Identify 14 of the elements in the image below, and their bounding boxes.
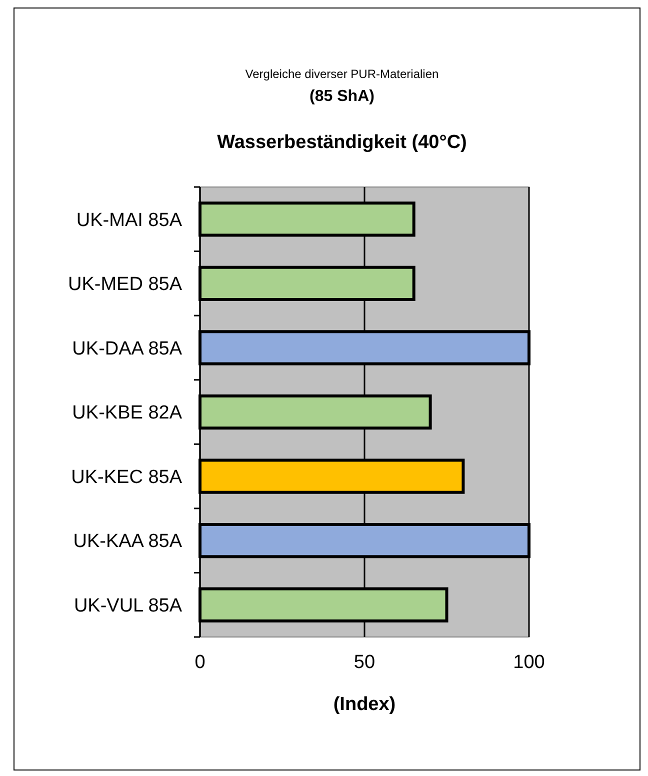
y-tick-label: UK-MAI 85A bbox=[76, 210, 182, 231]
x-tick-label: 0 bbox=[194, 652, 206, 673]
x-tick-label: 100 bbox=[513, 652, 545, 673]
y-tick-label: UK-MED 85A bbox=[68, 274, 182, 296]
chart-title: Vergleiche diverser PUR-Materialien bbox=[245, 67, 439, 81]
chart-subtitle: (85 ShA) bbox=[310, 88, 374, 105]
y-tick-label: UK-KEC 85A bbox=[71, 466, 182, 488]
y-tick-label: UK-KAA 85A bbox=[73, 531, 182, 552]
x-axis-title: (Index) bbox=[333, 694, 396, 715]
y-tick-label: UK-KBE 82A bbox=[72, 402, 182, 424]
x-tick-label: 50 bbox=[354, 652, 376, 673]
y-tick-label: UK-VUL 85A bbox=[74, 596, 182, 617]
y-tick-label: UK-DAA 85A bbox=[72, 338, 182, 360]
text: Wasserbeständigkeit (40°C) bbox=[217, 132, 467, 153]
